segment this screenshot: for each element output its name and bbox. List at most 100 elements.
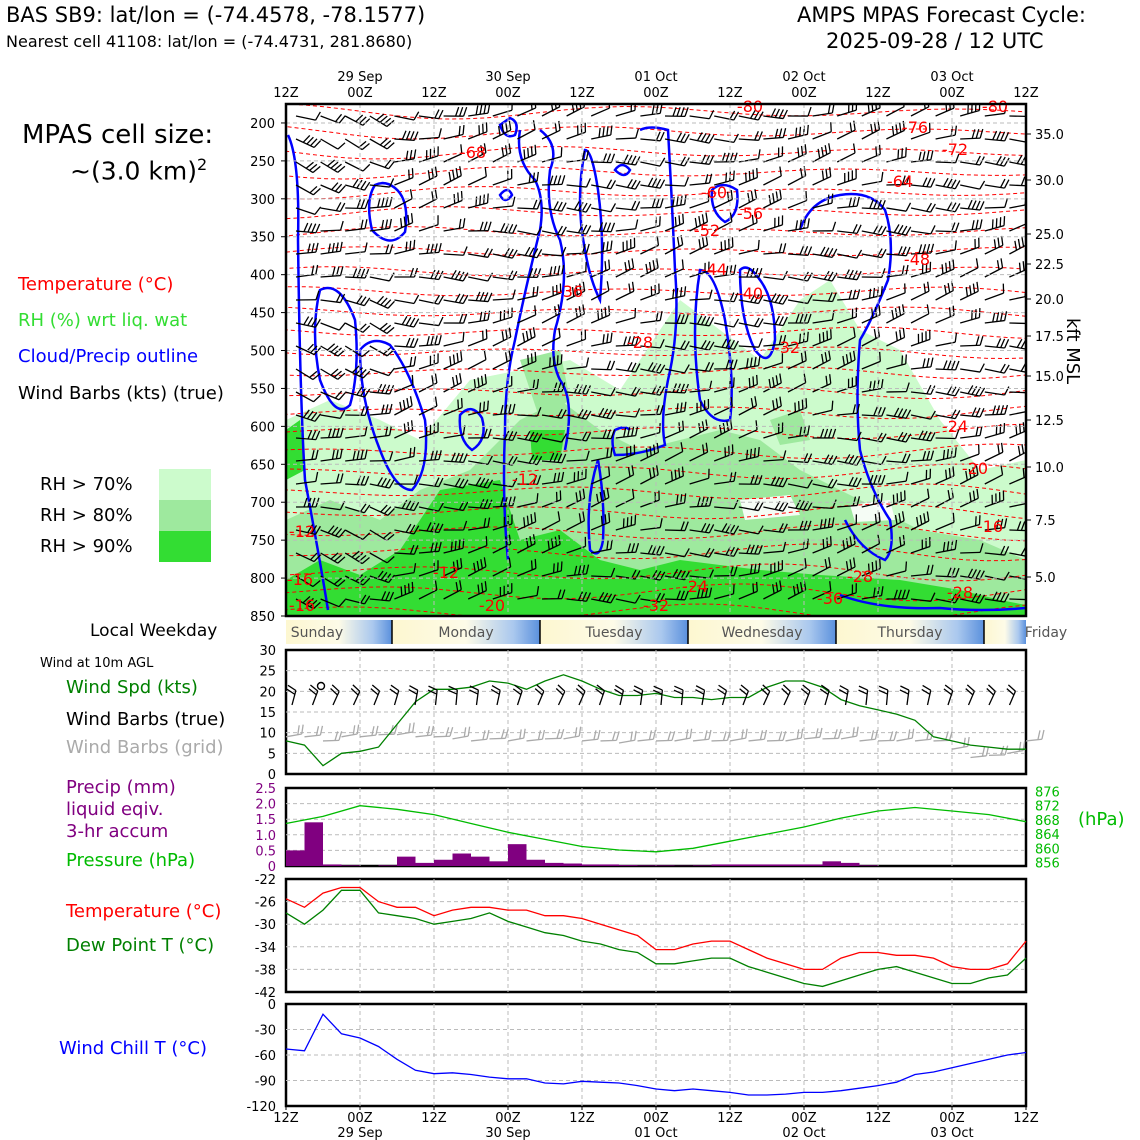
barb-feather bbox=[557, 225, 563, 235]
precip-bar bbox=[508, 844, 527, 866]
barb-staff bbox=[320, 368, 339, 380]
barb-feather bbox=[482, 730, 486, 740]
barb-feather bbox=[930, 450, 935, 461]
barb-feather bbox=[627, 543, 632, 553]
barb-feather bbox=[852, 289, 857, 300]
barb-staff bbox=[566, 366, 587, 370]
wind-barb bbox=[467, 122, 488, 140]
wind-barb bbox=[763, 270, 788, 281]
barb-feather bbox=[828, 167, 832, 177]
wind-barb bbox=[517, 534, 536, 554]
barb-feather bbox=[536, 171, 539, 182]
barb-feather bbox=[1000, 592, 1006, 602]
barb-feather bbox=[315, 290, 320, 300]
barb-feather bbox=[519, 729, 522, 739]
barb-feather bbox=[438, 335, 442, 345]
barb-feather bbox=[377, 197, 381, 208]
barb-feather bbox=[674, 469, 677, 480]
barb-feather bbox=[996, 312, 1000, 322]
barb-feather bbox=[708, 729, 712, 740]
barb-feather bbox=[361, 557, 370, 565]
barb-staff bbox=[865, 690, 869, 706]
barb-feather bbox=[930, 432, 936, 442]
barb-feather bbox=[807, 313, 812, 324]
wind-barb bbox=[443, 580, 462, 600]
top-hour-label: 00Z bbox=[495, 86, 521, 101]
barb-feather bbox=[1004, 311, 1008, 321]
barb-feather bbox=[302, 135, 311, 143]
barb-feather bbox=[386, 119, 395, 127]
barb-staff bbox=[320, 250, 341, 255]
barb-feather bbox=[903, 490, 906, 500]
panel-y-label: 0 bbox=[268, 998, 276, 1013]
wind-barb bbox=[492, 247, 518, 259]
barb-feather bbox=[376, 113, 385, 121]
barb-feather bbox=[781, 353, 784, 363]
barb-feather bbox=[381, 384, 387, 394]
barb-feather bbox=[856, 289, 861, 299]
grid-wind-barb bbox=[748, 729, 768, 742]
wind-barb bbox=[1009, 287, 1026, 301]
temperature-contour-line bbox=[286, 226, 1026, 237]
wind-barb bbox=[591, 387, 617, 397]
wind-barb bbox=[910, 261, 932, 278]
barb-feather bbox=[579, 490, 582, 501]
precip-bar bbox=[767, 864, 786, 866]
barb-feather bbox=[807, 218, 810, 228]
y2-tick-label: 22.5 bbox=[1035, 258, 1064, 273]
y2-tick-label: 30.0 bbox=[1035, 174, 1064, 189]
wind-barb bbox=[886, 224, 912, 236]
barb-feather bbox=[799, 168, 803, 178]
barb-feather bbox=[555, 688, 564, 696]
barb-feather bbox=[894, 514, 898, 525]
barb-feather bbox=[508, 143, 512, 153]
barb-feather bbox=[338, 731, 343, 741]
temperature-label: -60 bbox=[701, 183, 727, 202]
wind-barbs-main bbox=[295, 104, 1026, 610]
wind-barb bbox=[541, 471, 565, 485]
barb-feather bbox=[311, 243, 315, 253]
wind-barb bbox=[345, 406, 369, 417]
barb-feather bbox=[758, 267, 763, 278]
barb-staff bbox=[566, 459, 587, 462]
barb-feather bbox=[425, 150, 428, 160]
barb-feather bbox=[534, 558, 537, 569]
wind-barb bbox=[443, 520, 468, 531]
barb-feather bbox=[459, 166, 462, 176]
barb-staff bbox=[394, 198, 413, 209]
cloud-outline bbox=[738, 266, 777, 360]
temperature-label: -80 bbox=[737, 97, 763, 116]
barb-staff bbox=[591, 391, 611, 397]
barb-feather bbox=[311, 265, 315, 275]
panel-y-label: 1.5 bbox=[255, 813, 276, 828]
barb-feather bbox=[678, 468, 681, 478]
barb-feather bbox=[364, 426, 368, 436]
barb-feather bbox=[560, 561, 563, 571]
wind-barb bbox=[861, 171, 884, 186]
barb-staff bbox=[933, 739, 950, 742]
barb-feather bbox=[823, 247, 830, 257]
weekday-cell bbox=[286, 620, 392, 644]
barb-feather bbox=[824, 559, 828, 569]
bottom-hour-label: 12Z bbox=[569, 1111, 595, 1126]
true-wind-barb bbox=[695, 685, 706, 706]
panel-y-label: -90 bbox=[255, 1075, 276, 1090]
barb-feather bbox=[462, 294, 469, 304]
barb-feather bbox=[728, 445, 730, 456]
barb-feather bbox=[315, 264, 319, 275]
wind-barb bbox=[295, 552, 322, 563]
barb-feather bbox=[574, 727, 578, 737]
barb-feather bbox=[512, 403, 516, 414]
barb-feather bbox=[918, 430, 924, 440]
barb-feather bbox=[944, 684, 954, 692]
barb-feather bbox=[553, 265, 557, 276]
barb-staff bbox=[590, 475, 610, 485]
barb-feather bbox=[585, 432, 592, 442]
bottom-hour-label: 12Z bbox=[421, 1111, 447, 1126]
barb-feather bbox=[413, 501, 420, 511]
barb-staff bbox=[541, 253, 562, 257]
barb-feather bbox=[684, 133, 690, 143]
barb-feather bbox=[631, 258, 635, 268]
temperature-contour-line bbox=[286, 146, 1026, 160]
barb-feather bbox=[851, 377, 854, 387]
